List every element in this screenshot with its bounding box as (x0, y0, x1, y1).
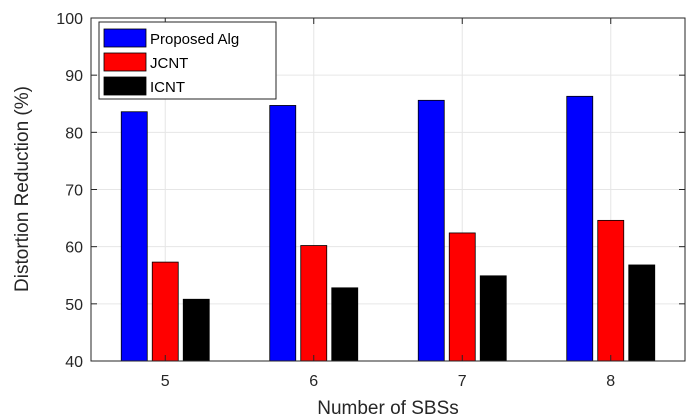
legend-swatch (103, 76, 147, 96)
y-tick-label: 40 (65, 354, 83, 371)
axes (90, 17, 686, 362)
y-axis-title: Distortion Reduction (%) (12, 86, 33, 292)
x-tick-label: 6 (309, 373, 318, 390)
y-tick-label: 90 (65, 68, 83, 85)
legend-label: ICNT (150, 79, 185, 96)
y-tick-label: 50 (65, 297, 83, 314)
bar-icnt-5 (182, 298, 210, 362)
x-tick-label: 7 (458, 373, 467, 390)
legend-swatch (103, 28, 147, 48)
bars (120, 95, 656, 362)
x-tick-labels: 5 6 7 8 (161, 373, 616, 390)
bar-jcnt-7 (448, 232, 476, 362)
y-tick-label: 80 (65, 125, 83, 142)
y-tick-label: 70 (65, 183, 83, 200)
x-axis-title: Number of SBSs (317, 398, 459, 419)
bar-icnt-6 (331, 287, 359, 362)
bar-proposed-alg-8 (566, 95, 594, 362)
bar-proposed-alg-7 (417, 99, 445, 362)
bar-proposed-alg-5 (120, 111, 148, 362)
x-tick-label: 8 (606, 373, 615, 390)
bar-icnt-8 (628, 264, 656, 362)
bar-icnt-7 (479, 275, 507, 362)
y-tick-label: 100 (56, 11, 83, 28)
bar-jcnt-6 (300, 245, 328, 362)
y-tick-label: 60 (65, 240, 83, 257)
legend-swatch (103, 52, 147, 72)
legend-label: Proposed Alg (150, 31, 239, 48)
bar-jcnt-5 (151, 261, 179, 362)
legend-label: JCNT (150, 55, 188, 72)
legend: Proposed Alg JCNT ICNT (98, 21, 277, 100)
x-tick-label: 5 (161, 373, 170, 390)
y-tick-labels: 40 50 60 70 80 90 100 (56, 11, 83, 371)
bar-jcnt-8 (597, 219, 625, 362)
bar-proposed-alg-6 (269, 105, 297, 362)
